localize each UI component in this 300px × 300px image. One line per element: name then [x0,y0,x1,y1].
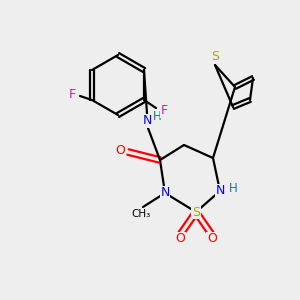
Text: H: H [153,110,161,122]
Text: N: N [160,187,170,200]
Text: O: O [207,232,217,245]
Text: S: S [211,50,219,64]
Text: O: O [175,232,185,245]
Text: F: F [160,104,167,118]
Text: O: O [115,143,125,157]
Text: N: N [215,184,225,197]
Text: H: H [229,182,237,196]
Text: N: N [142,115,152,128]
Text: F: F [68,88,76,100]
Text: CH₃: CH₃ [131,209,151,219]
Text: S: S [192,206,200,218]
